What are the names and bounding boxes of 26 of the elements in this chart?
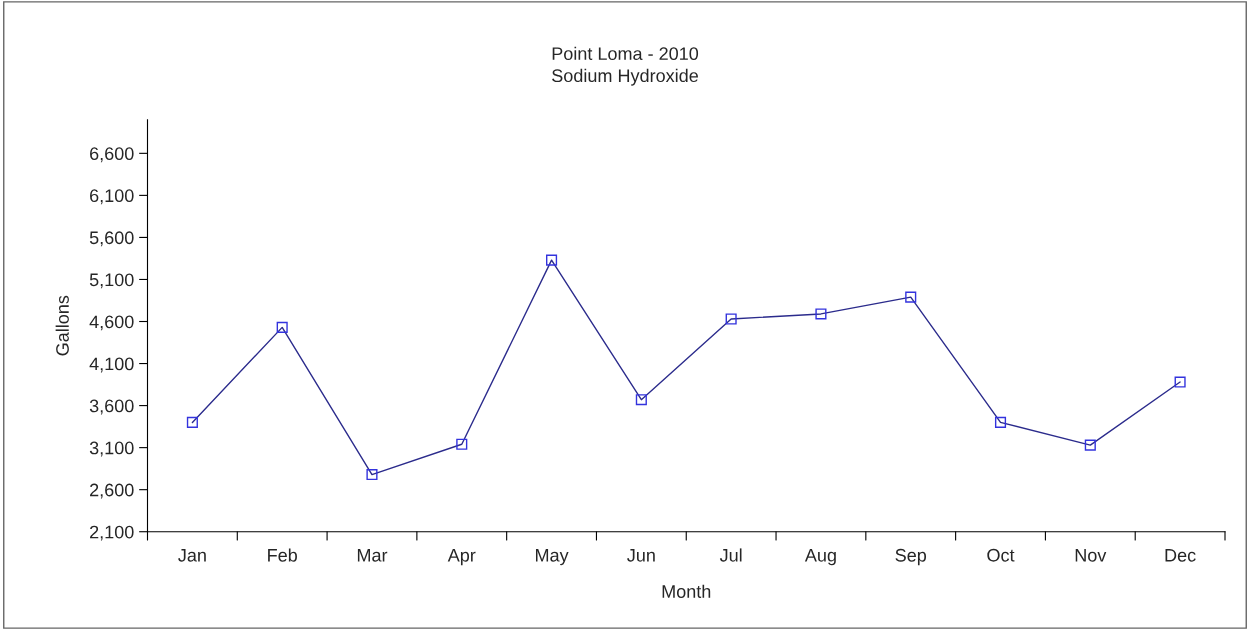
y-tick-label: 2,600 (90, 483, 134, 499)
x-tick-label: Jan (178, 549, 206, 562)
y-tick-label: 3,100 (89, 441, 134, 457)
x-tick-label: Jul (719, 548, 742, 562)
x-tick-label: Apr (447, 549, 476, 566)
x-tick-label: May (535, 549, 569, 566)
x-tick-label: Jun (627, 549, 655, 562)
y-tick-label: 4,600 (89, 315, 134, 331)
x-tick-label: Nov (1075, 549, 1107, 562)
chart-title: Point Loma - 2010 (552, 46, 699, 61)
x-tick-label: Sep (895, 548, 927, 566)
y-tick-label: 4,100 (89, 357, 134, 373)
y-tick-label: 5,600 (89, 231, 134, 247)
x-axis-title: Month (662, 584, 711, 598)
x-tick-label: Oct (987, 548, 1015, 562)
x-tick-label: Aug (804, 549, 836, 566)
y-tick-label: 2,100 (90, 525, 134, 541)
x-tick-label: Mar (357, 549, 388, 562)
y-axis-title: Gallons (55, 295, 69, 356)
y-tick-label: 6,600 (90, 147, 134, 163)
chart-subtitle: Sodium Hydroxide (552, 68, 698, 86)
y-tick-label: 5,100 (89, 273, 134, 289)
x-tick-label: Feb (268, 548, 297, 562)
y-tick-label: 3,600 (89, 399, 134, 415)
y-tick-label: 6,100 (90, 189, 134, 205)
x-tick-label: Dec (1165, 549, 1196, 562)
